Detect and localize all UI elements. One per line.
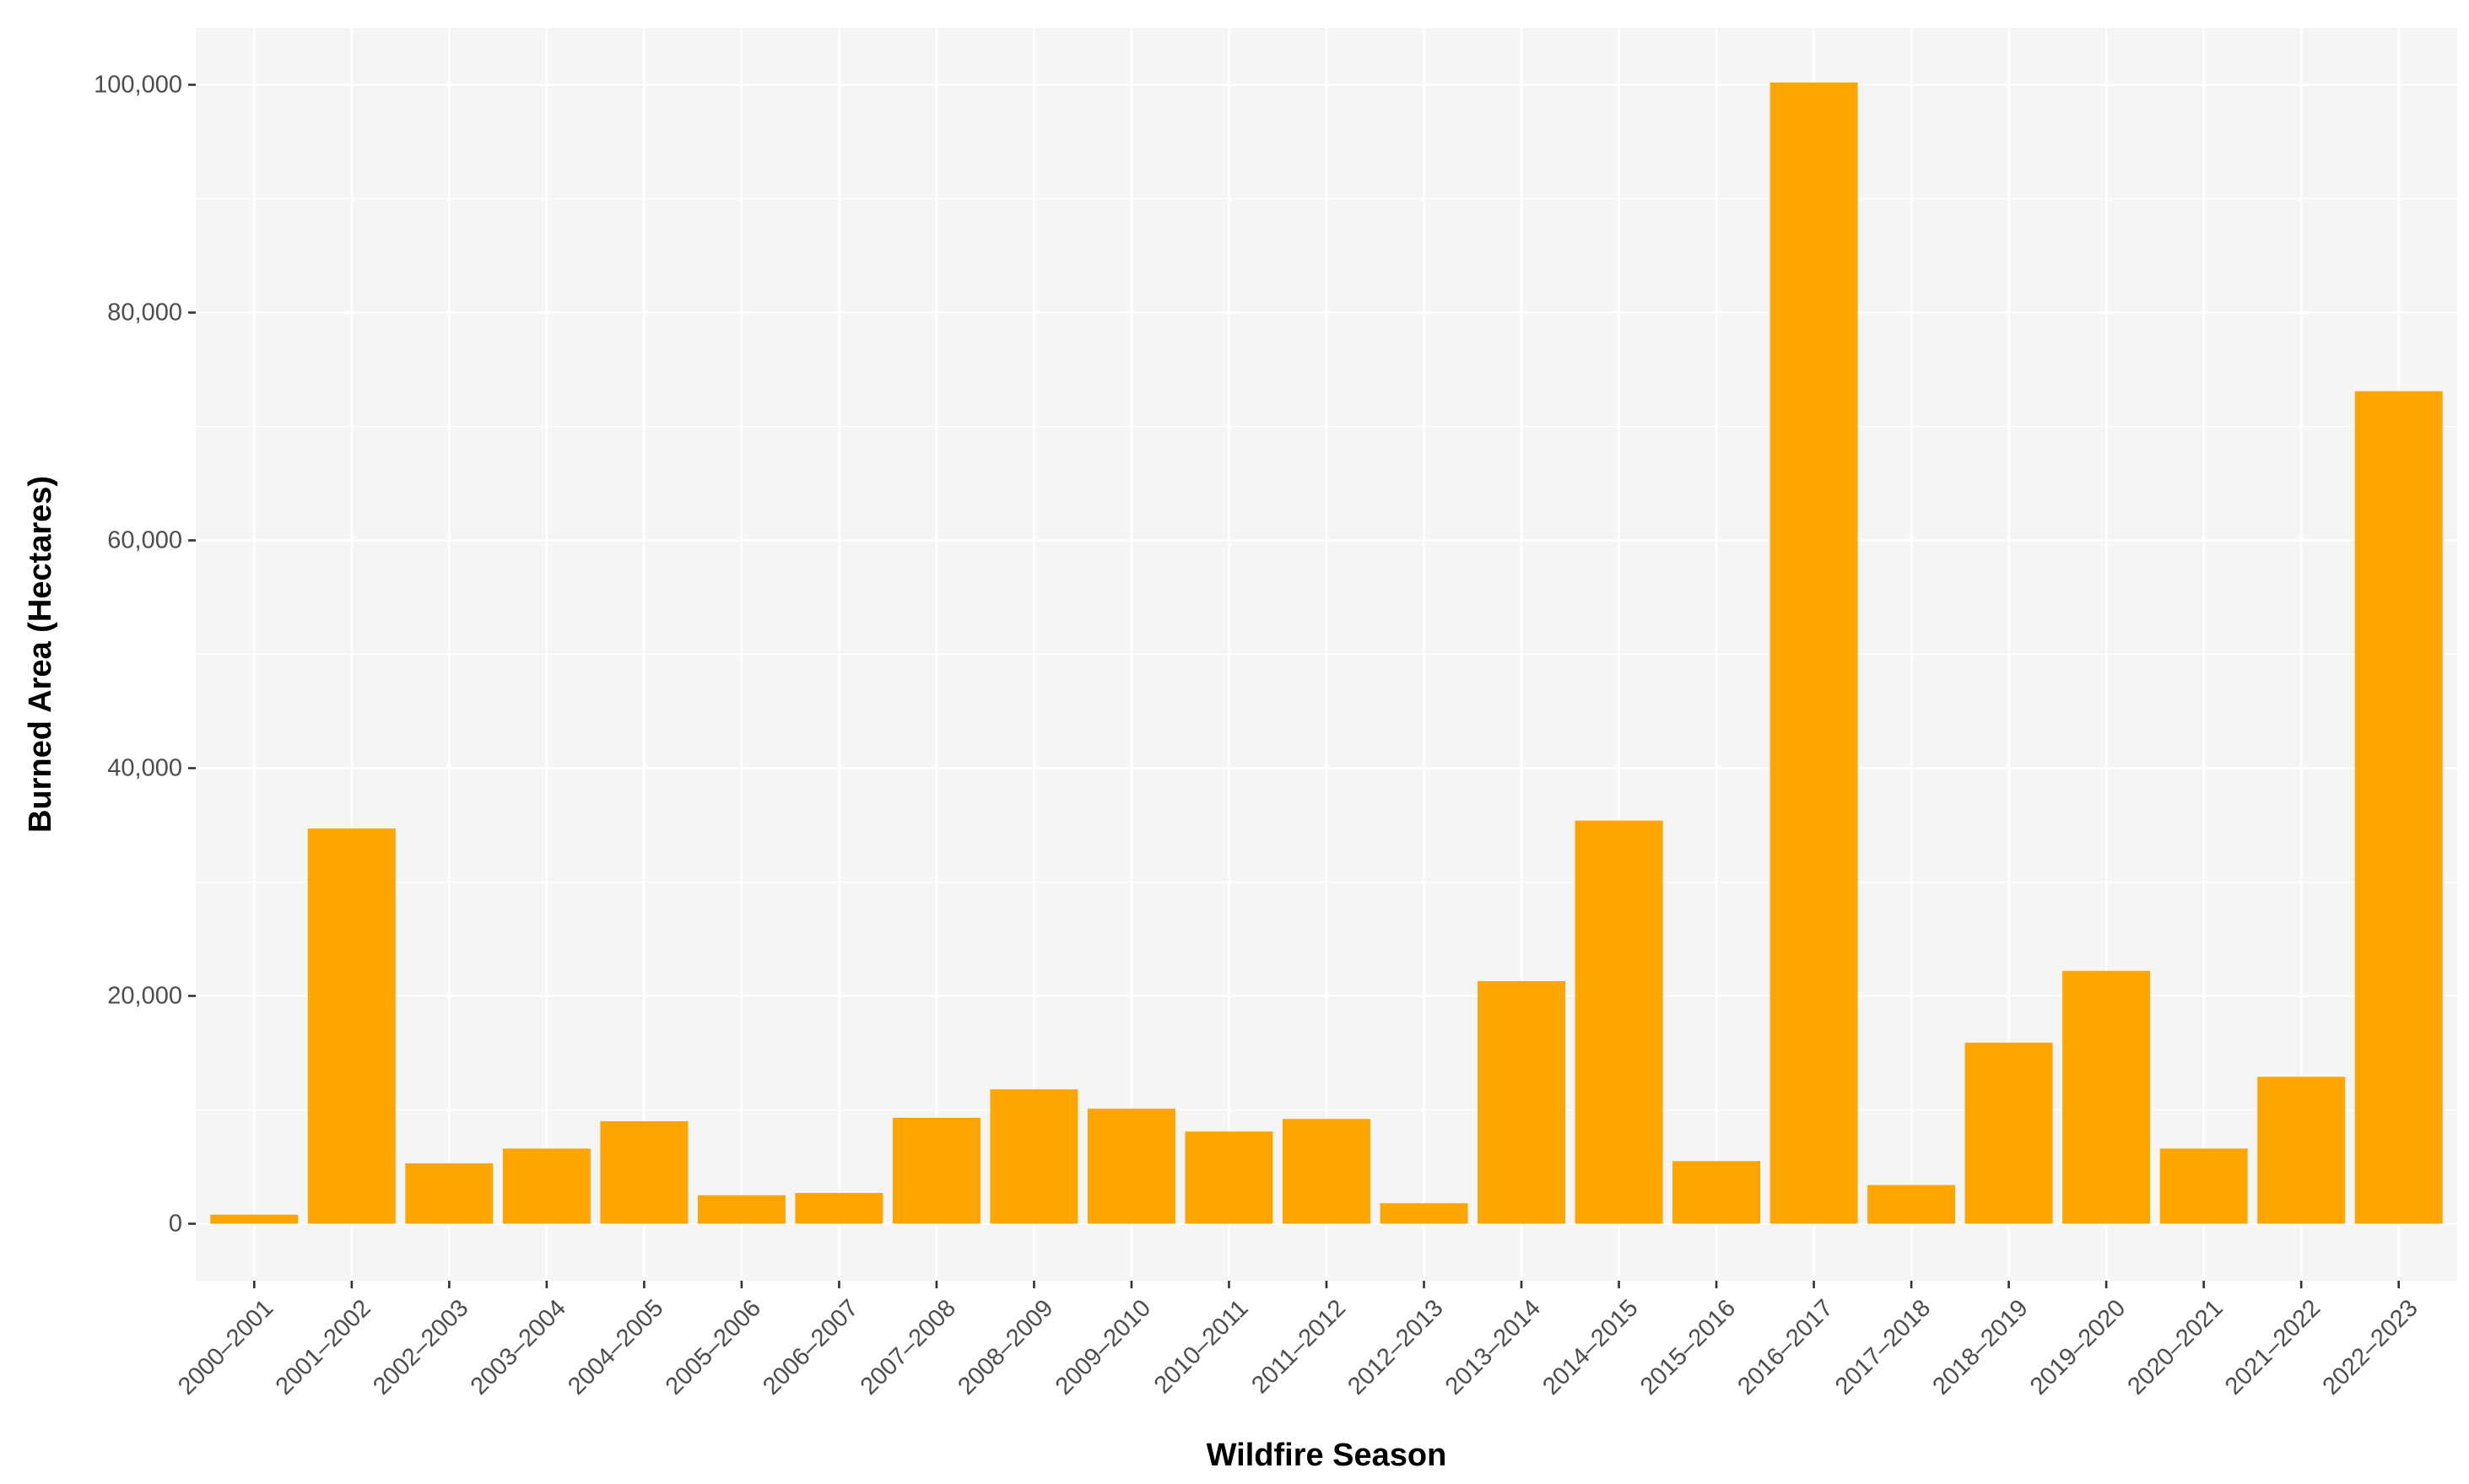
y-tick-label: 0 bbox=[169, 1211, 182, 1238]
bar bbox=[600, 1121, 689, 1224]
bar bbox=[1867, 1185, 1956, 1224]
x-tick-label: 2006–2007 bbox=[758, 1294, 863, 1400]
x-tick-label: 2013–2014 bbox=[1440, 1294, 1546, 1400]
x-tick-label: 2021–2022 bbox=[2220, 1294, 2326, 1400]
bar bbox=[502, 1148, 591, 1224]
x-tick-label: 2014–2015 bbox=[1537, 1294, 1643, 1400]
x-tick-label: 2000–2001 bbox=[173, 1294, 278, 1400]
y-tick-label: 20,000 bbox=[107, 983, 182, 1010]
x-axis: 2000–20012001–20022002–20032003–20042004… bbox=[173, 1281, 2423, 1400]
bar bbox=[1380, 1203, 1468, 1224]
x-tick-label: 2017–2018 bbox=[1830, 1294, 1936, 1400]
bar bbox=[1087, 1109, 1175, 1224]
bar bbox=[1672, 1161, 1761, 1224]
x-tick-label: 2022–2023 bbox=[2318, 1294, 2423, 1400]
bar bbox=[2257, 1077, 2346, 1224]
y-axis-title: Burned Area (Hectares) bbox=[23, 476, 58, 833]
bar bbox=[2354, 391, 2443, 1224]
bar bbox=[405, 1163, 494, 1224]
bar bbox=[2062, 970, 2151, 1224]
x-tick-label: 2020–2021 bbox=[2122, 1294, 2228, 1400]
x-tick-label: 2009–2010 bbox=[1051, 1294, 1156, 1400]
bar bbox=[1575, 820, 1663, 1224]
x-tick-label: 2010–2011 bbox=[1149, 1294, 1254, 1399]
x-tick-label: 2007–2008 bbox=[856, 1294, 961, 1400]
x-tick-label: 2003–2004 bbox=[466, 1294, 571, 1400]
bar bbox=[990, 1089, 1078, 1224]
bar bbox=[2159, 1148, 2248, 1224]
bars bbox=[210, 82, 2443, 1224]
x-tick-label: 2005–2006 bbox=[661, 1294, 766, 1400]
bar bbox=[1185, 1131, 1273, 1224]
bar bbox=[795, 1193, 883, 1224]
bar bbox=[1769, 82, 1858, 1224]
x-tick-label: 2002–2003 bbox=[368, 1294, 473, 1400]
y-tick-label: 80,000 bbox=[107, 299, 182, 326]
x-tick-label: 2016–2017 bbox=[1732, 1294, 1838, 1400]
y-tick-label: 60,000 bbox=[107, 527, 182, 554]
bar bbox=[697, 1195, 786, 1224]
y-tick-label: 40,000 bbox=[107, 755, 182, 782]
x-tick-label: 2004–2005 bbox=[563, 1294, 668, 1400]
y-axis: 0 20,000 40,000 60,000 80,000 100,000 bbox=[94, 72, 196, 1238]
x-tick-label: 2019–2020 bbox=[2025, 1294, 2131, 1400]
bar bbox=[307, 828, 396, 1224]
x-tick-label: 2015–2016 bbox=[1635, 1294, 1741, 1400]
x-tick-label: 2012–2013 bbox=[1343, 1294, 1448, 1400]
bar bbox=[210, 1214, 299, 1224]
x-axis-title: Wildfire Season bbox=[1207, 1438, 1447, 1473]
bar bbox=[1478, 980, 1566, 1224]
x-tick-label: 2008–2009 bbox=[953, 1294, 1058, 1400]
x-tick-label: 2011–2012 bbox=[1246, 1294, 1351, 1399]
x-tick-label: 2018–2019 bbox=[1927, 1294, 2033, 1400]
bar bbox=[1283, 1119, 1370, 1224]
y-tick-label: 100,000 bbox=[94, 72, 182, 99]
bar bbox=[892, 1117, 981, 1224]
x-tick-label: 2001–2002 bbox=[271, 1294, 376, 1400]
bar bbox=[1964, 1042, 2053, 1224]
